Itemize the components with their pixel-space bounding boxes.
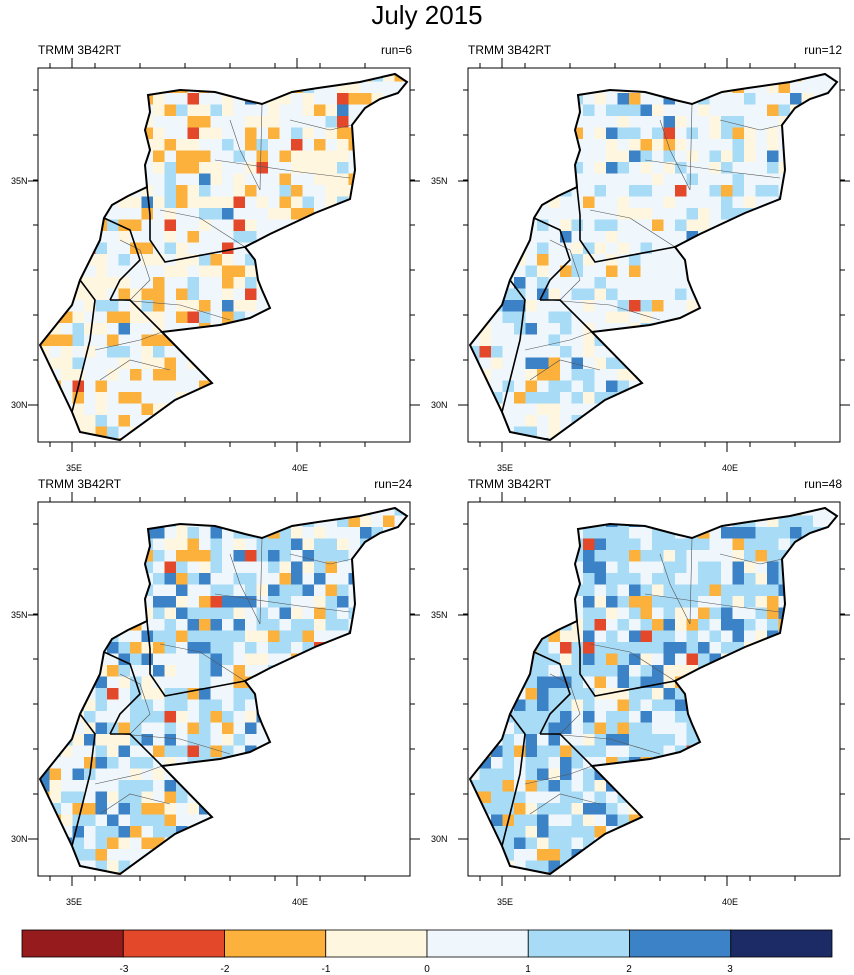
panel-2-left-label: TRMM 3B42RT	[468, 43, 552, 57]
p2-lat-label-35N: 35N	[431, 176, 448, 186]
p4-lon-label-35E: 35E	[497, 897, 514, 907]
colorbar-label-neg1: -1	[321, 964, 331, 975]
p3-lat-label-30N: 30N	[11, 834, 28, 844]
panel-4-run-label: run=48	[804, 477, 842, 491]
panel-1-run-label: run=6	[380, 43, 412, 57]
p1-lon-label-35E: 35E	[66, 463, 83, 473]
panel-2-run-label: run=12	[804, 43, 842, 57]
p2-lat-label-30N: 30N	[431, 400, 448, 410]
p3-lon-label-35E: 35E	[66, 897, 83, 907]
panel-4-left-label: TRMM 3B42RT	[468, 477, 552, 491]
colorbar-label-1: 1	[525, 964, 531, 975]
p4-lon-label-40E: 40E	[722, 897, 739, 907]
p1-lat-label-30N: 30N	[11, 400, 28, 410]
map-panel-run-48	[458, 492, 850, 886]
colorbar	[21, 929, 833, 958]
colorbar-label-0: 0	[424, 964, 430, 975]
map-panel-run-24	[28, 492, 420, 886]
panel-3-run-label: run=24	[374, 477, 412, 491]
colorbar-label-2: 2	[626, 964, 632, 975]
colorbar-label-neg2: -2	[220, 964, 230, 975]
colorbar-label-3: 3	[727, 964, 733, 975]
panel-3-left-label: TRMM 3B42RT	[38, 477, 122, 491]
map-panel-run-12	[458, 58, 850, 452]
figure-title: July 2015	[371, 0, 483, 30]
p3-lat-label-35N: 35N	[11, 610, 28, 620]
map-panel-run-6	[28, 58, 420, 452]
p2-lon-label-35E: 35E	[497, 463, 514, 473]
p4-lat-label-35N: 35N	[431, 610, 448, 620]
panel-1-left-label: TRMM 3B42RT	[38, 43, 122, 57]
p1-lon-label-40E: 40E	[292, 463, 309, 473]
p2-lon-label-40E: 40E	[722, 463, 739, 473]
colorbar-label-neg3: -3	[119, 964, 129, 975]
p3-lon-label-40E: 40E	[292, 897, 309, 907]
p4-lat-label-30N: 30N	[431, 834, 448, 844]
p1-lat-label-35N: 35N	[11, 176, 28, 186]
